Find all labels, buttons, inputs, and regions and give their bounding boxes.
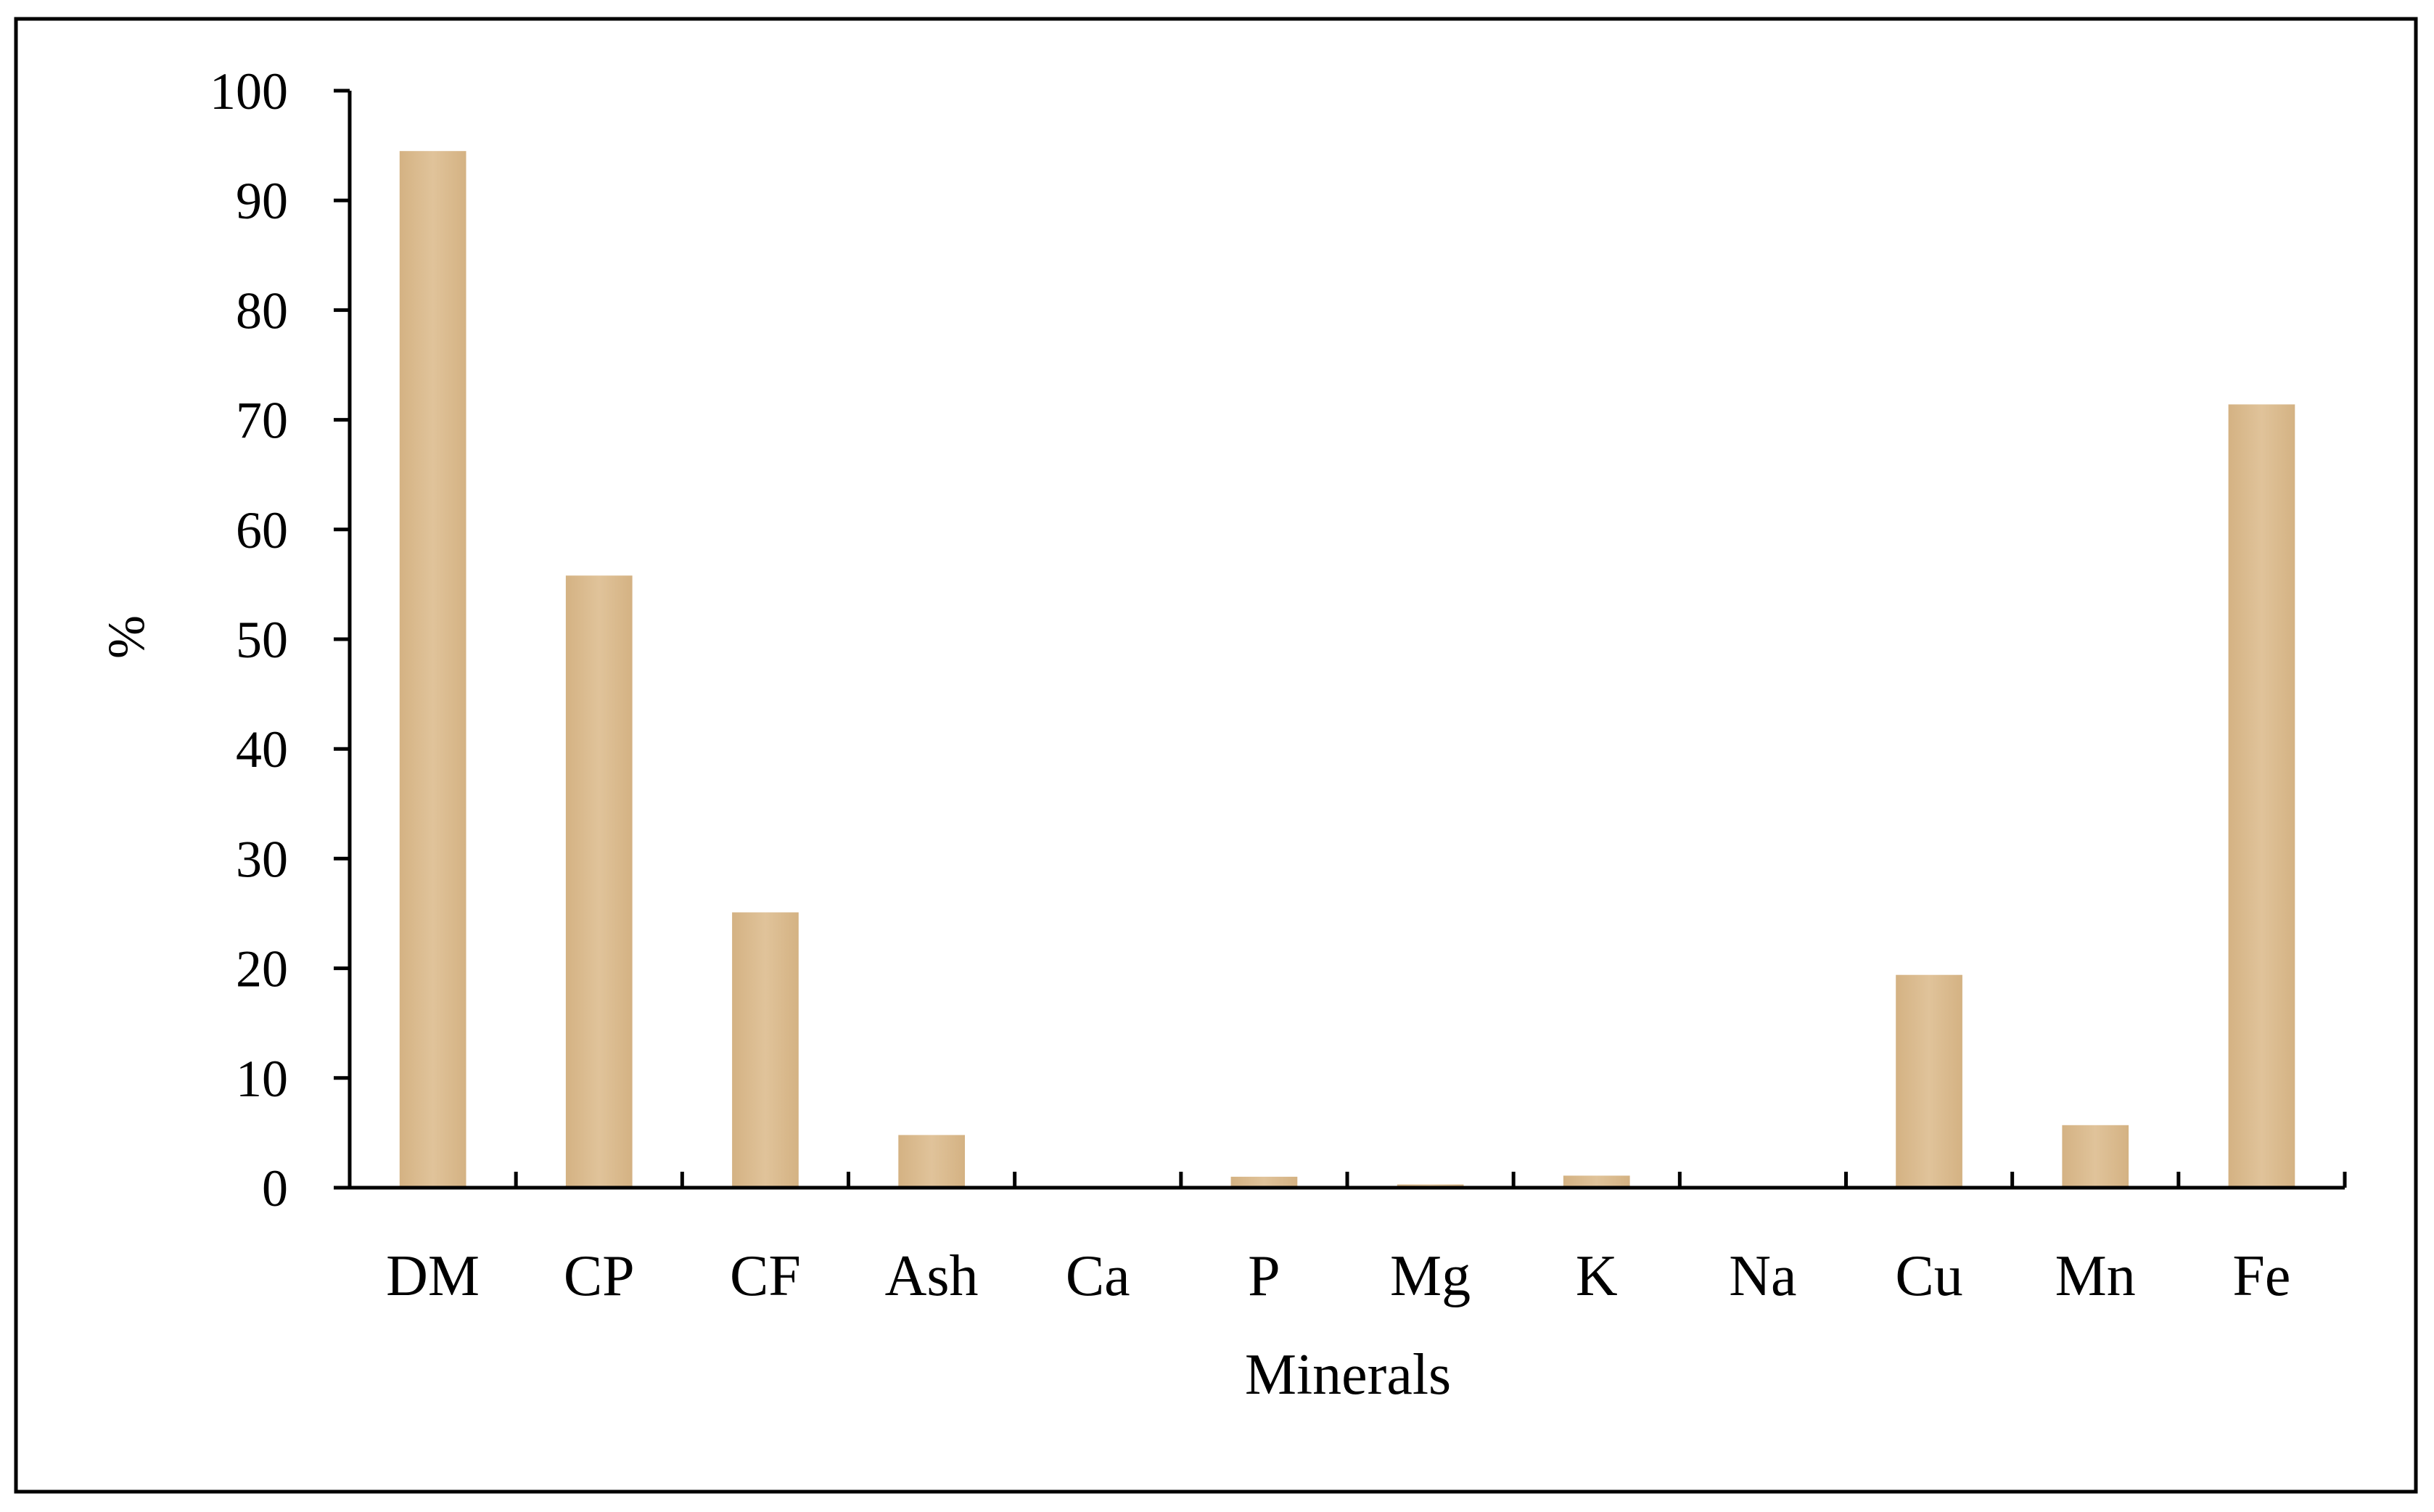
- x-tick-label: CP: [564, 1244, 635, 1308]
- x-tick-label: Ca: [1066, 1244, 1130, 1308]
- bar-ash: [898, 1135, 965, 1188]
- x-tick-label: K: [1576, 1244, 1618, 1308]
- x-axis: DM CP CF Ash Ca P Mg K Na Cu Mn Fe: [348, 1172, 2347, 1308]
- x-tick-label: Na: [1729, 1244, 1796, 1308]
- y-tick-label: 30: [236, 830, 288, 888]
- x-tick-label: Fe: [2232, 1244, 2290, 1308]
- x-tick-label: CF: [730, 1244, 801, 1308]
- bar-cf: [732, 912, 799, 1188]
- y-tick-label: 0: [262, 1159, 288, 1217]
- x-tick-label: DM: [386, 1244, 480, 1308]
- y-tick-label: 60: [236, 501, 288, 559]
- y-tick-label: 50: [236, 611, 288, 669]
- y-tick-label: 20: [236, 940, 288, 998]
- chart-frame: [14, 17, 2418, 1494]
- y-axis-label: %: [97, 615, 155, 659]
- bars-group: [399, 151, 2295, 1188]
- x-tick-label: Cu: [1895, 1244, 1962, 1308]
- bar-dm: [399, 151, 466, 1188]
- bar-mn: [2062, 1125, 2129, 1188]
- y-tick-label: 40: [236, 720, 288, 778]
- bar-fe: [2228, 404, 2295, 1188]
- bar-cp: [565, 575, 633, 1188]
- y-axis: 0 10 20 30 40 50 60 70 80 90 100: [210, 62, 352, 1217]
- bar-k: [1563, 1175, 1630, 1188]
- x-tick-label: Mg: [1390, 1244, 1471, 1308]
- x-tick-label: Mn: [2055, 1244, 2136, 1308]
- y-tick-label: 100: [210, 62, 288, 120]
- y-tick-label: 10: [236, 1050, 288, 1108]
- x-axis-label: Minerals: [1245, 1343, 1451, 1407]
- y-tick-label: 90: [236, 172, 288, 230]
- bar-cu: [1896, 974, 1962, 1188]
- y-tick-label: 80: [236, 282, 288, 340]
- bar-p: [1230, 1176, 1298, 1188]
- x-tick-label: Ash: [885, 1244, 979, 1308]
- y-tick-label: 70: [236, 392, 288, 450]
- x-tick-label: P: [1248, 1244, 1280, 1308]
